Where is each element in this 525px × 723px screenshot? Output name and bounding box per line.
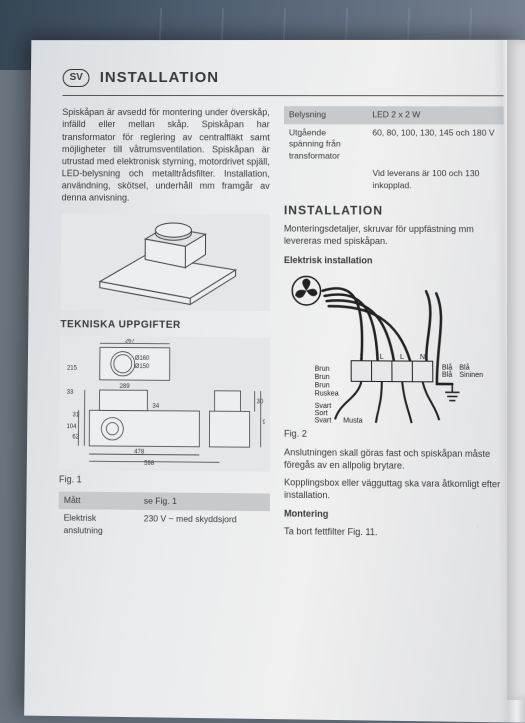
electrical-heading: Elektrisk installation [284,253,505,266]
spec-key: Utgående spänning från transformator [284,124,368,165]
svg-text:Brun: Brun [314,365,329,372]
table-row: Utgående spänning från transformator 60,… [284,124,504,165]
dim-215: 215 [67,366,78,372]
intro-paragraph: Spiskåpan är avsedd för montering under … [62,106,270,204]
fig2-label: Fig. 2 [284,427,507,441]
mounting-text: Ta bort fettfilter Fig. 11. [284,524,508,539]
dimension-diagram-icon: 267 Ø160 Ø150 215 33 104 31 62 289 34 47… [64,339,265,469]
spec-table-right: Belysning LED 2 x 2 W Utgående spänning … [284,106,505,194]
spec-key: Mått [59,492,139,511]
dim-478: 478 [134,450,145,456]
dim-267: 267 [125,339,135,345]
spec-value: 230 V ~ med skyddsjord [138,510,269,541]
table-row: Belysning LED 2 x 2 W [284,106,504,124]
svg-text:Sininen: Sininen [459,371,483,378]
svg-text:Brun: Brun [314,373,329,380]
svg-text:Blå: Blå [459,363,470,371]
manual-page: SV INSTALLATION Spiskåpan är avsedd för … [24,40,525,723]
svg-text:Blå: Blå [442,370,453,378]
product-drawing [61,214,270,311]
language-badge: SV [63,69,90,86]
table-row: Elektrisk anslutning 230 V ~ med skyddsj… [58,510,269,542]
mounting-heading: Montering [284,508,508,523]
dim-31: 31 [73,412,80,418]
dim-34: 34 [152,404,159,410]
spec-value: 60, 80, 100, 130, 145 och 180 V [367,124,504,165]
wiring-diagram-icon: 1 L L N Brun Brun [284,270,499,426]
dim-d150: Ø150 [135,364,150,370]
svg-text:Blå: Blå [442,363,453,371]
svg-text:Brun: Brun [314,382,329,389]
spec-key: Belysning [284,106,367,124]
dim-30: 30 [257,400,264,406]
next-page-sliver [507,40,525,700]
svg-text:Svart: Svart [314,417,331,424]
dim-598: 598 [144,461,155,467]
two-column-layout: Spiskåpan är avsedd för montering under … [57,106,510,712]
page-header: SV INSTALLATION [63,68,504,88]
spec-key: Elektrisk anslutning [58,510,138,541]
spec-value: LED 2 x 2 W [367,106,504,124]
installation-heading: INSTALLATION [284,202,505,219]
svg-text:Ruskea: Ruskea [314,390,338,397]
spec-value: Vid leverans är 100 och 130 inkopplad. [367,165,504,195]
fig2-text-1: Anslutningen skall göras fast och spiskå… [284,446,507,473]
svg-text:Musta: Musta [343,417,363,424]
dim-104: 104 [66,425,77,431]
wiring-diagram: 1 L L N Brun Brun [284,270,507,426]
svg-text:L: L [400,353,404,360]
svg-text:Sort: Sort [314,410,327,417]
dim-98: 98 [263,420,265,426]
dim-d160: Ø160 [135,356,150,362]
spec-table-left: Mått se Fig. 1 Elektrisk anslutning 230 … [58,492,269,542]
svg-text:1: 1 [359,353,363,360]
fig2-text-2: Kopplingsbox eller vägguttag ska vara åt… [284,476,508,503]
svg-text:L: L [379,353,383,360]
spec-value: se Fig. 1 [139,492,270,511]
right-column: Belysning LED 2 x 2 W Utgående spänning … [284,106,510,711]
dim-62: 62 [72,435,79,441]
page-title: INSTALLATION [100,68,219,88]
installation-text: Monteringsdetaljer, skruvar för uppfästn… [284,223,505,249]
spec-key [284,165,368,195]
dim-33: 33 [67,390,74,396]
fig1-label: Fig. 1 [59,473,270,487]
hood-isometric-icon [90,219,241,306]
left-column: Spiskåpan är avsedd för montering under … [57,106,270,708]
svg-text:N: N [420,354,425,361]
dim-289: 289 [120,384,130,390]
header-rule [62,95,503,96]
table-row: Vid leverans är 100 och 130 inkopplad. [284,165,505,195]
dimension-drawing: 267 Ø160 Ø150 215 33 104 31 62 289 34 47… [59,336,270,471]
table-row: Mått se Fig. 1 [59,492,270,512]
tech-data-heading: TEKNISKA UPPGIFTER [60,318,269,333]
